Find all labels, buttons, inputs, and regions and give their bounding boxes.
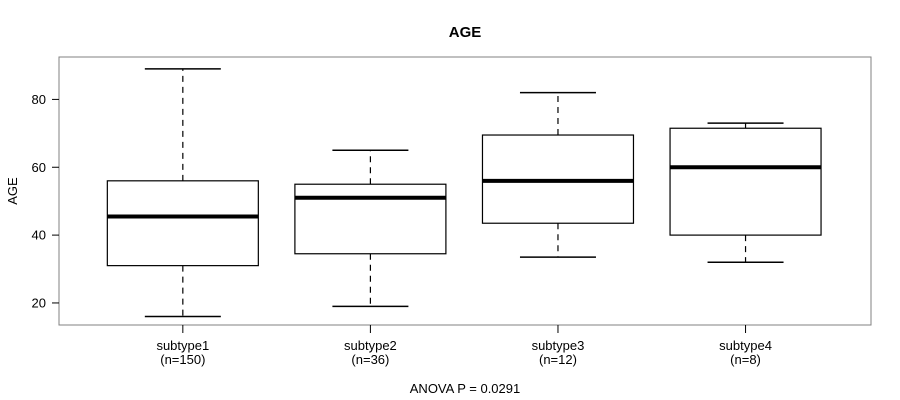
iqr-box: [669, 127, 822, 236]
boxplot-group: subtype2(n=36): [294, 149, 447, 367]
x-tick-sublabel: (n=12): [539, 352, 577, 367]
x-tick-label: subtype4: [719, 338, 772, 353]
y-tick-label: 20: [32, 295, 46, 310]
x-tick-sublabel: (n=8): [730, 352, 761, 367]
y-axis-label: AGE: [5, 177, 20, 205]
y-tick-label: 80: [32, 92, 46, 107]
boxplot-group: subtype4(n=8): [669, 122, 822, 367]
iqr-box: [294, 183, 447, 255]
iqr-box: [106, 180, 259, 267]
x-tick-label: subtype3: [532, 338, 585, 353]
x-tick-sublabel: (n=150): [160, 352, 205, 367]
plot-frame: [58, 56, 872, 326]
y-tick-label: 60: [32, 160, 46, 175]
x-tick-label: subtype1: [156, 338, 209, 353]
x-tick-sublabel: (n=36): [351, 352, 389, 367]
plot-area: 20406080subtype1(n=150)subtype2(n=36)sub…: [32, 56, 872, 367]
boxplot-group: subtype3(n=12): [481, 91, 635, 367]
y-tick-label: 40: [32, 228, 46, 243]
anova-annotation: ANOVA P = 0.0291: [410, 381, 520, 396]
chart-title: AGE: [449, 24, 482, 41]
x-tick-label: subtype2: [344, 338, 397, 353]
boxplot-group: subtype1(n=150): [106, 68, 259, 367]
